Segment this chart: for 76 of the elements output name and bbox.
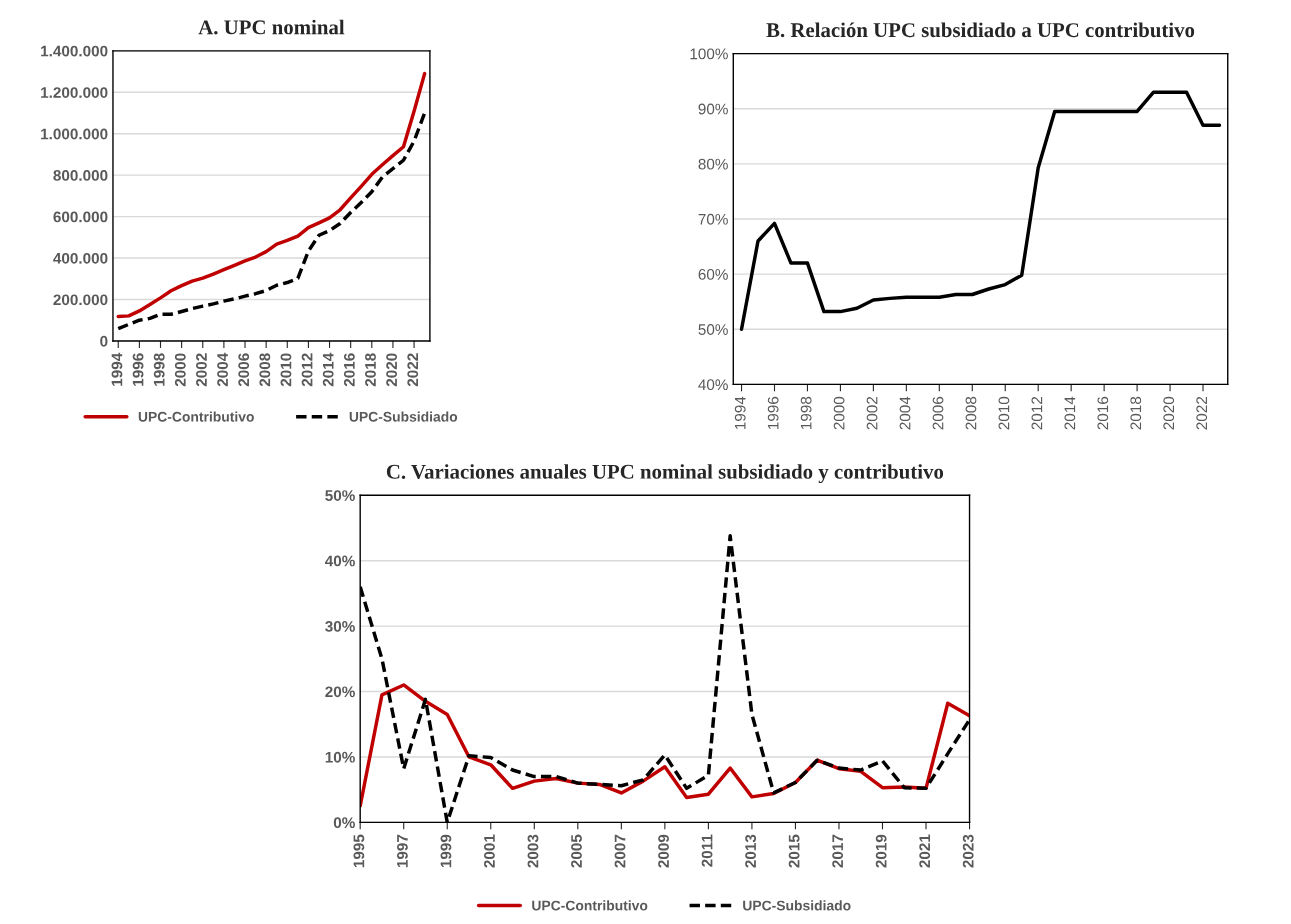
x-tick-label: 1996: [767, 396, 779, 430]
x-tick-label: 2010: [280, 353, 292, 387]
y-tick-label: 70%: [698, 213, 728, 225]
x-tick-label: 1997: [397, 834, 408, 868]
legend-label: UPC-Contributivo: [138, 411, 254, 422]
x-tick-label: 1994: [734, 396, 746, 430]
x-tick-label: 2014: [1064, 396, 1076, 430]
x-tick-label: 2004: [217, 352, 228, 387]
x-tick-label: 2016: [343, 353, 355, 387]
x-tick-label: 1999: [440, 834, 452, 868]
y-tick-label: 400.000: [53, 252, 108, 264]
legend-label: UPC-Subsidiado: [349, 411, 458, 422]
x-tick-label: 2016: [1097, 396, 1109, 430]
y-tick-label: 30%: [325, 620, 355, 632]
x-tick-label: 1998: [153, 353, 165, 386]
x-tick-label: 2006: [238, 353, 250, 387]
x-tick-label: 2000: [833, 396, 845, 430]
x-tick-label: 2023: [962, 834, 974, 868]
chart-title: C. Variaciones anuales UPC nominal subsidiado y contributivo: [386, 464, 944, 484]
x-tick-label: 2013: [745, 834, 757, 868]
x-tick-label: 2022: [1196, 396, 1208, 430]
x-tick-label: 2007: [614, 834, 626, 868]
legend-label: UPC-Contributivo: [532, 900, 648, 911]
x-tick-label: 2019: [875, 834, 887, 868]
x-tick-label: 2014: [322, 352, 334, 387]
y-tick-label: 50%: [325, 490, 355, 501]
x-tick-label: 2000: [174, 353, 186, 387]
legend-label: UPC-Subsidiado: [743, 900, 851, 911]
x-tick-label: 2006: [932, 396, 944, 430]
x-tick-label: 1998: [800, 396, 812, 430]
y-tick-label: 200.000: [53, 294, 108, 306]
x-tick-label: 1994: [111, 352, 123, 386]
x-tick-label: 2011: [701, 834, 713, 867]
x-tick-label: 2018: [365, 353, 376, 387]
y-tick-label: 600.000: [53, 211, 108, 223]
chart-title: B. Relación UPC subsidiado a UPC contributivo: [766, 22, 1195, 38]
x-tick-label: 1996: [132, 353, 144, 386]
x-tick-label: 2010: [998, 396, 1010, 430]
x-tick-label: 2004: [899, 396, 911, 430]
chart-title: A. UPC nominal: [198, 19, 345, 35]
y-tick-label: 80%: [698, 158, 728, 170]
y-tick-label: 10%: [325, 751, 355, 763]
x-tick-label: 2002: [196, 353, 207, 387]
x-tick-label: 2017: [832, 834, 844, 868]
x-tick-label: 2008: [965, 396, 977, 430]
x-tick-label: 2022: [407, 353, 419, 387]
x-tick-label: 1995: [353, 834, 365, 868]
y-tick-label: 100%: [690, 48, 728, 60]
y-tick-label: 20%: [325, 686, 355, 698]
y-tick-label: 90%: [698, 103, 728, 115]
x-tick-label: 2018: [1130, 396, 1142, 430]
x-tick-label: 2012: [301, 353, 313, 387]
y-tick-label: 1.000.000: [41, 128, 108, 140]
x-tick-label: 2003: [527, 834, 539, 868]
x-tick-label: 2020: [386, 353, 398, 387]
x-tick-label: 2008: [259, 353, 271, 387]
x-tick-label: 2012: [1031, 396, 1043, 430]
y-tick-label: 1.400.000: [41, 45, 108, 57]
x-tick-label: 2015: [788, 834, 800, 868]
y-tick-label: 60%: [698, 268, 728, 280]
x-tick-label: 2005: [571, 834, 582, 868]
y-tick-label: 0%: [333, 817, 355, 829]
x-tick-label: 2001: [484, 834, 495, 868]
y-tick-label: 40%: [324, 555, 355, 567]
x-tick-label: 2021: [919, 834, 931, 868]
x-tick-label: 2009: [658, 834, 669, 868]
line-series: [739, 90, 1222, 331]
y-tick-label: 50%: [698, 324, 728, 335]
x-tick-label: 2020: [1163, 396, 1175, 430]
x-tick-label: 2002: [866, 396, 878, 430]
line-series: [116, 111, 427, 331]
y-tick-label: 800.000: [53, 170, 108, 181]
y-tick-label: 1.200.000: [41, 87, 108, 98]
line-series: [116, 71, 427, 319]
y-tick-label: 40%: [698, 379, 728, 391]
y-tick-label: 0: [100, 335, 108, 347]
